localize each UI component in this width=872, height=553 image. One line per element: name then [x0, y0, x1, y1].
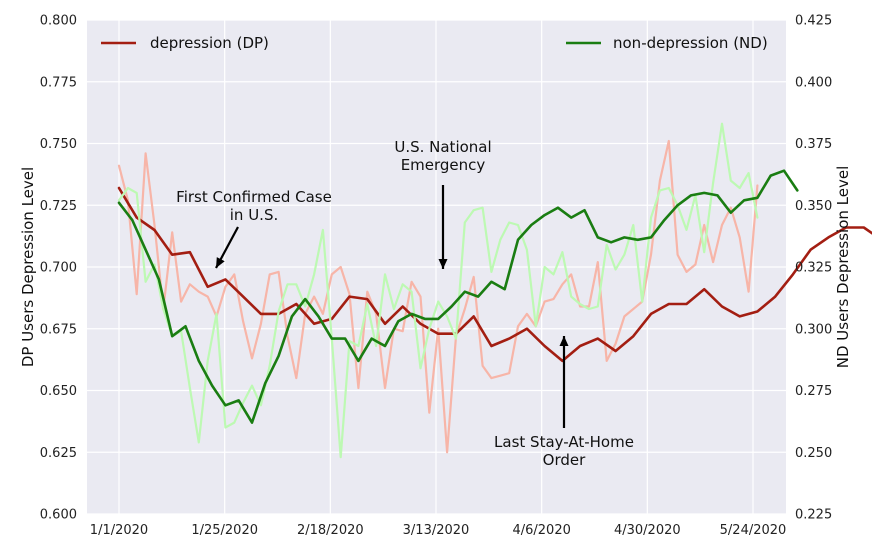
series-line-3	[117, 169, 799, 424]
annotation-text: Last Stay-At-Home	[494, 433, 634, 451]
right-tick-label: 0.300	[795, 322, 832, 337]
x-axis-ticks: 1/1/2020 1/25/2020 2/18/2020 3/13/2020 4/6/2…	[90, 523, 787, 538]
x-tick-label: 4/6/2020	[512, 523, 570, 538]
annotation-text: in U.S.	[230, 206, 278, 224]
x-tick-label: 1/25/2020	[191, 523, 258, 538]
left-tick-label: 0.750	[40, 137, 77, 152]
annotation-text: Emergency	[401, 156, 486, 174]
annotation-arrow-head	[216, 257, 225, 268]
right-tick-label: 0.275	[795, 384, 832, 399]
annotation-text: U.S. National	[394, 138, 491, 156]
left-tick-label: 0.625	[40, 446, 77, 461]
left-tick-label: 0.800	[40, 14, 77, 29]
left-tick-label: 0.725	[40, 199, 77, 214]
left-axis-ticks: 0.600 0.625 0.650 0.675 0.700 0.725 0.750 0.775…	[40, 14, 77, 523]
right-tick-label: 0.400	[795, 75, 832, 90]
left-axis-label: DP Users Depression Level	[19, 167, 37, 367]
left-tick-label: 0.775	[40, 75, 77, 90]
annotation-text: First Confirmed Case	[176, 188, 332, 206]
annotation-arrow-head	[438, 259, 448, 269]
x-tick-label: 3/13/2020	[403, 523, 470, 538]
annotation-arrow-head	[559, 336, 569, 346]
left-tick-label: 0.700	[40, 261, 77, 276]
right-tick-label: 0.250	[795, 446, 832, 461]
right-tick-label: 0.325	[795, 261, 832, 276]
right-tick-label: 0.375	[795, 137, 832, 152]
right-tick-label: 0.425	[795, 14, 832, 29]
x-tick-label: 4/30/2020	[614, 523, 681, 538]
series-line-1	[117, 186, 872, 363]
right-tick-label: 0.225	[795, 508, 832, 523]
left-tick-label: 0.650	[40, 384, 77, 399]
x-tick-label: 5/24/2020	[720, 523, 787, 538]
x-tick-label: 1/1/2020	[90, 523, 148, 538]
series-layer	[117, 122, 872, 459]
left-tick-label: 0.675	[40, 322, 77, 337]
right-axis-label: ND Users Depression Level	[834, 166, 852, 369]
legend-dp-label: depression (DP)	[150, 34, 269, 52]
legend-dp: depression (DP)	[101, 34, 269, 52]
series-line-2	[117, 122, 759, 459]
right-axis-ticks: 0.225 0.250 0.275 0.300 0.325 0.350 0.375 0.400…	[795, 14, 832, 523]
series-line-0	[117, 139, 759, 454]
legend-nd-label: non-depression (ND)	[613, 34, 768, 52]
right-tick-label: 0.350	[795, 199, 832, 214]
left-tick-label: 0.600	[40, 508, 77, 523]
annotation-text: Order	[543, 451, 586, 469]
x-tick-label: 2/18/2020	[297, 523, 364, 538]
legend-nd: non-depression (ND)	[566, 34, 768, 52]
